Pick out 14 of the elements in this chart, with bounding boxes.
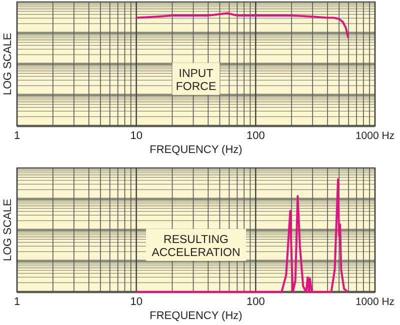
annotation: RESULTING ACCELERATION <box>152 234 240 259</box>
x-tick-label: 10 <box>130 296 142 308</box>
x-tick-label: 1 <box>14 130 20 142</box>
x-tick-label: 100 <box>246 130 265 142</box>
x-axis-title: FREQUENCY (Hz) <box>150 144 242 156</box>
y-axis-title: LOG SCALE <box>2 32 14 96</box>
x-tick-label: 10 <box>130 130 142 142</box>
x-tick-label: 100 <box>246 296 265 308</box>
x-tick-label: 1 <box>14 296 20 308</box>
y-axis-title: LOG SCALE <box>2 198 14 262</box>
x-tick-label: 1000 Hz <box>355 296 395 308</box>
x-tick-label: 1000 Hz <box>355 130 395 142</box>
x-axis-title: FREQUENCY (Hz) <box>150 310 242 322</box>
annotation: INPUT FORCE <box>176 68 216 93</box>
